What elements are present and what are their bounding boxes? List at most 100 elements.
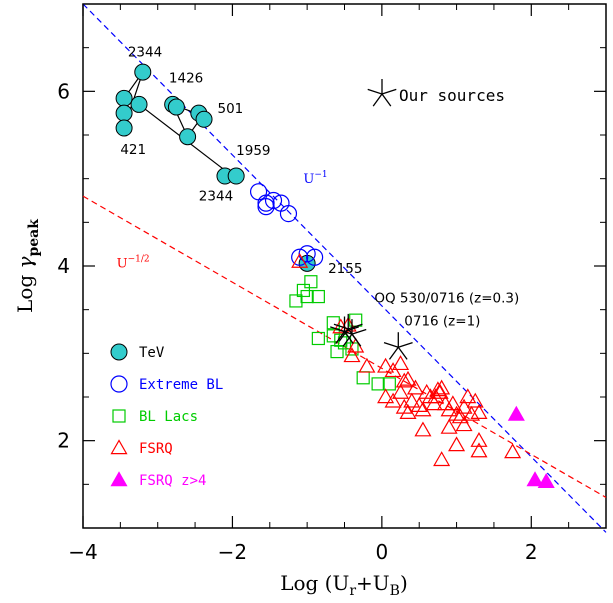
point-fsrq-10 <box>399 370 417 386</box>
point-tev-0 <box>134 63 152 81</box>
point-our-sources-3-ray-3 <box>388 346 399 360</box>
point-tev-2 <box>130 95 148 113</box>
point-fsrq-43 <box>440 418 458 434</box>
x-tick-label-1: −2 <box>218 540 247 564</box>
annotation-4: 1959 <box>236 143 270 159</box>
point-fsrq-20 <box>414 421 432 437</box>
point-our-sources-3-ray-2 <box>397 346 408 360</box>
x-tick-label-0: −4 <box>68 540 97 564</box>
point-our-sources-3 <box>383 332 413 360</box>
point-fsrq-41 <box>470 442 488 458</box>
point-bl-lacs-15 <box>382 377 396 391</box>
point-extreme-bl-6 <box>298 245 316 263</box>
point-our-sources-2-ray-1 <box>344 326 359 333</box>
point-extreme-bl-5 <box>257 198 275 216</box>
point-fsrq-26 <box>429 381 447 397</box>
point-bl-lacs-11 <box>337 336 352 350</box>
point-bl-lacs-3 <box>296 283 311 298</box>
point-fsrq-27 <box>433 379 451 395</box>
legend-marker-tev <box>110 343 128 361</box>
connector-1 <box>172 103 204 138</box>
point-bl-lacs-10 <box>326 329 340 343</box>
plot-legend: TeV Extreme BL BL Lacs FSRQ FSRQ z>4 Our sour… <box>110 79 505 489</box>
legend-marker-bl-lacs <box>112 409 126 423</box>
point-fsrq-8 <box>392 355 410 371</box>
x-axis-title: Log (Ur+UB) <box>280 571 408 599</box>
point-our-sources-3-ray-4 <box>383 341 399 348</box>
legend-marker-extreme-bl <box>110 375 128 393</box>
point-fsrq-34 <box>459 388 477 404</box>
annotation-0: 2344 <box>128 44 162 60</box>
point-bl-lacs-1 <box>311 289 325 304</box>
point-fsrq-40 <box>470 431 488 447</box>
annotation-1: 1426 <box>169 71 203 87</box>
annotation-7: OQ 530/0716 (z=0.3) <box>374 291 519 307</box>
point-bl-lacs-13 <box>356 371 370 385</box>
y-axis-title: Log γpeak <box>13 219 42 313</box>
point-our-sources-1-ray-2 <box>351 333 362 347</box>
point-fsrq-37 <box>470 404 488 419</box>
legend-marker-fsrq-z-4 <box>110 471 128 487</box>
point-tev-6 <box>167 98 185 116</box>
point-fsrq-38 <box>433 451 451 467</box>
point-fsrq-17 <box>406 379 425 395</box>
legend-label-tev: TeV <box>139 345 165 361</box>
point-tev-8 <box>195 110 213 128</box>
point-tev-4 <box>115 119 133 137</box>
legend-marker-our-sources <box>367 79 397 107</box>
point-fsrq-42 <box>504 443 522 459</box>
dashed-line-label-1: U−1/2 <box>117 255 150 272</box>
point-extreme-bl-8 <box>291 248 309 266</box>
point-fsrq-z-4-2 <box>537 473 555 488</box>
annotation-3: 421 <box>120 142 146 158</box>
legend-marker-our-sources-ray-2 <box>381 93 392 107</box>
point-fsrq-35 <box>462 405 481 421</box>
plot-ticks: −4 −2 0 2 2 4 6 <box>57 3 607 564</box>
point-extreme-bl-7 <box>306 248 324 266</box>
point-fsrq-9 <box>395 372 413 388</box>
point-fsrq-25 <box>431 383 449 399</box>
annotation-5: 2344 <box>199 189 233 205</box>
dashed-line-0 <box>82 3 607 533</box>
point-extreme-bl-4 <box>279 205 298 223</box>
y-tick-label-1: 4 <box>57 254 70 278</box>
point-fsrq-5 <box>358 357 376 373</box>
point-fsrq-36 <box>466 392 484 408</box>
annotation-2: 501 <box>217 101 243 117</box>
point-our-sources-0-ray-4 <box>333 323 349 330</box>
point-fsrq-0 <box>291 252 309 268</box>
point-fsrq-21 <box>418 383 436 399</box>
point-fsrq-12 <box>384 392 402 408</box>
annotation-8: 0716 (z=1) <box>404 313 480 329</box>
plot-annotations: 2344 1426 501 421 1959 2344 2155 OQ 530/0716 (z… <box>120 44 519 329</box>
x-tick-label-3: 2 <box>525 540 538 564</box>
point-fsrq-18 <box>410 397 428 412</box>
point-tev-9 <box>179 128 197 146</box>
point-bl-lacs-14 <box>371 377 385 391</box>
point-extreme-bl-0 <box>249 183 268 201</box>
point-fsrq-16 <box>403 392 421 408</box>
point-fsrq-32 <box>451 408 469 424</box>
point-tev-1 <box>115 89 133 107</box>
point-bl-lacs-4 <box>289 294 303 308</box>
legend-marker-fsrq <box>110 439 128 455</box>
point-our-sources-2-ray-2 <box>343 331 354 345</box>
point-tev-11 <box>227 167 245 185</box>
point-fsrq-z-4-1 <box>526 471 544 487</box>
legend-marker-our-sources-ray-1 <box>381 88 397 95</box>
point-fsrq-30 <box>444 395 462 411</box>
point-bl-lacs-0 <box>304 275 318 289</box>
point-extreme-bl-1 <box>257 194 275 212</box>
point-our-sources-2-ray-3 <box>335 331 346 345</box>
point-bl-lacs-5 <box>311 331 325 346</box>
point-fsrq-6 <box>377 357 395 373</box>
plot-connectors <box>123 71 233 177</box>
point-fsrq-z-4-0 <box>507 405 525 421</box>
point-bl-lacs-12 <box>326 316 340 330</box>
point-fsrq-13 <box>392 383 410 399</box>
y-tick-label-0: 2 <box>57 429 70 453</box>
dashed-line-label-0: U−1 <box>303 170 327 187</box>
y-tick-label-2: 6 <box>57 79 70 103</box>
legend-label-our-sources: Our sources <box>399 86 505 105</box>
